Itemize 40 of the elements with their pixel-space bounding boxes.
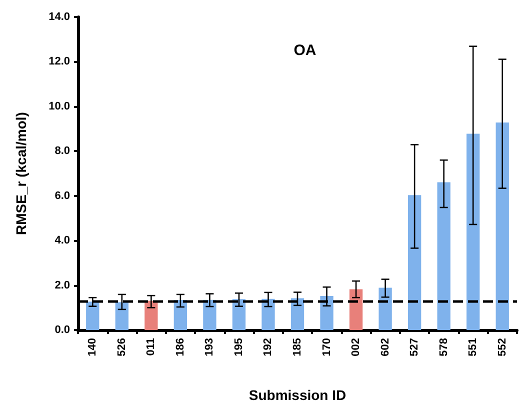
x-tick-label: 551 xyxy=(467,338,480,356)
x-axis-title: Submission ID xyxy=(248,387,346,403)
x-tick-label: 195 xyxy=(232,338,245,356)
bar xyxy=(203,300,216,330)
x-tick-label: 011 xyxy=(145,338,158,356)
y-tick-label: 6.0 xyxy=(54,190,70,202)
x-tick-label: 185 xyxy=(292,338,304,356)
text: OA xyxy=(294,42,316,59)
bar xyxy=(349,289,363,330)
y-axis-title: RMSE_r (kcal/mol) xyxy=(13,112,29,235)
x-tick-label: 170 xyxy=(320,338,333,356)
x-tick-label: 140 xyxy=(86,338,99,356)
bar xyxy=(320,296,334,330)
y-tick-label: 14.0 xyxy=(48,11,70,23)
x-tick-label: 002 xyxy=(350,338,362,356)
bar xyxy=(232,299,246,330)
x-tick-label: 193 xyxy=(204,338,216,356)
bar xyxy=(115,302,128,330)
y-tick-label: 4.0 xyxy=(54,234,70,247)
y-tick-label: 12.0 xyxy=(48,56,70,68)
x-tick-label: 527 xyxy=(408,338,421,356)
x-tick-label: 552 xyxy=(496,338,508,356)
x-tick-label: 526 xyxy=(116,338,128,356)
y-tick-label: 2.0 xyxy=(54,279,70,292)
x-tick-label: 186 xyxy=(174,338,186,356)
x-tick-label: 192 xyxy=(262,338,274,356)
bar xyxy=(378,288,392,330)
y-tick-label: 8.0 xyxy=(54,145,70,158)
bar xyxy=(408,195,422,330)
bar xyxy=(262,298,275,330)
bar xyxy=(437,182,450,330)
bar xyxy=(496,122,509,330)
x-tick-label: 578 xyxy=(438,338,450,356)
y-tick-label: 10.0 xyxy=(48,100,70,112)
y-tick-label: 0.0 xyxy=(54,324,70,336)
x-tick-label: 602 xyxy=(379,338,392,356)
bar xyxy=(466,134,480,330)
bar xyxy=(86,302,100,330)
bar xyxy=(290,298,304,330)
bar xyxy=(174,300,188,330)
